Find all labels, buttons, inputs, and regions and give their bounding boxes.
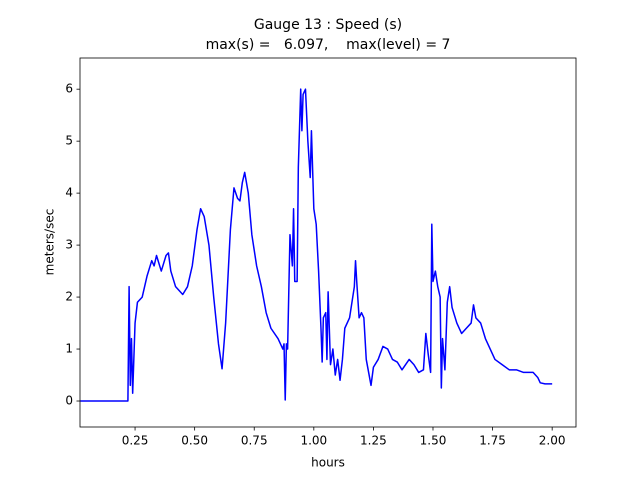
y-tick-label: 0 (65, 394, 73, 408)
x-tick-label: 0.75 (241, 434, 268, 448)
data-line (80, 88, 553, 402)
x-tick-label: 0.25 (122, 434, 149, 448)
x-tick-label: 1.50 (420, 434, 447, 448)
x-tick-label: 1.25 (360, 434, 387, 448)
x-axis-label: hours (311, 456, 345, 470)
plot-frame (79, 57, 577, 428)
y-tick-label: 6 (65, 82, 73, 96)
chart-subtitle: max(s) = 6.097, max(level) = 7 (206, 37, 451, 53)
chart-title: Gauge 13 : Speed (s) (254, 17, 402, 33)
y-tick-label: 3 (65, 238, 73, 252)
x-tick-label: 1.00 (300, 434, 327, 448)
x-tick-label: 0.50 (181, 434, 208, 448)
y-tick-label: 5 (65, 134, 73, 148)
x-tick-label: 1.75 (479, 434, 506, 448)
x-tick-label: 2.00 (539, 434, 566, 448)
y-tick-label: 1 (65, 342, 73, 356)
y-tick-label: 4 (65, 186, 73, 200)
y-axis-label: meters/sec (43, 209, 57, 276)
y-tick-label: 2 (65, 290, 73, 304)
